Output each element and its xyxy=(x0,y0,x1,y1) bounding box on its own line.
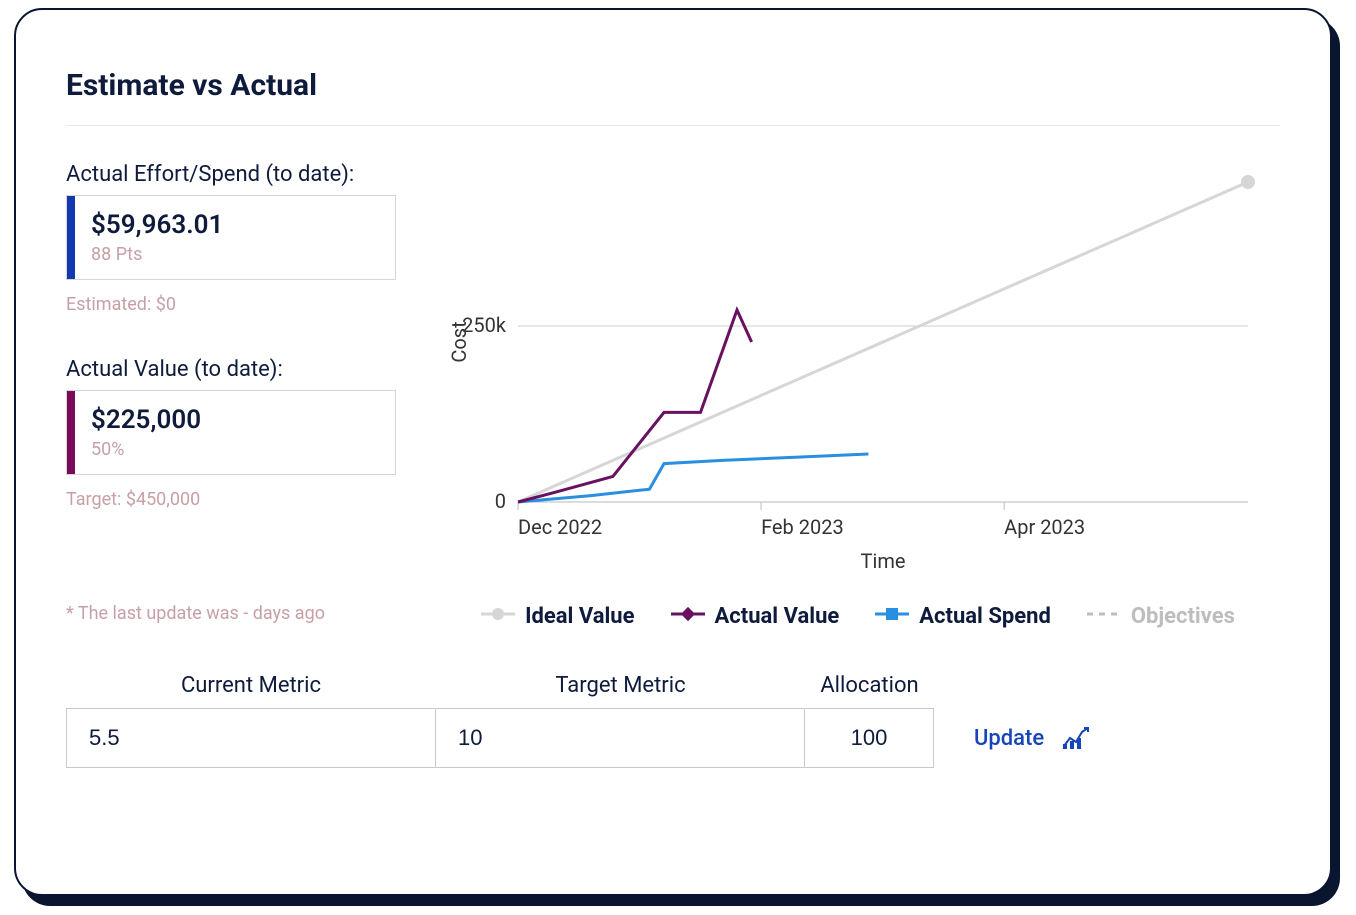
current-metric-label: Current Metric xyxy=(181,673,321,698)
current-metric-input[interactable] xyxy=(66,708,436,768)
update-button[interactable]: Update xyxy=(974,708,1090,768)
inputs-row: Current Metric Target Metric Allocation … xyxy=(66,673,1280,768)
effort-metric-box: $59,963.01 88 Pts xyxy=(66,195,396,280)
update-button-label: Update xyxy=(974,726,1044,751)
last-update-footnote: * The last update was - days ago xyxy=(66,600,396,627)
svg-text:0: 0 xyxy=(495,489,506,513)
legend-item-actual_spend: Actual Spend xyxy=(875,604,1051,629)
legend-item-objectives: Objectives xyxy=(1087,604,1235,629)
divider xyxy=(66,125,1280,126)
legend-label: Ideal Value xyxy=(525,604,634,629)
allocation-field: Allocation xyxy=(805,673,934,768)
value-note: Target: $450,000 xyxy=(66,489,396,510)
legend-swatch xyxy=(875,604,909,629)
allocation-label: Allocation xyxy=(820,673,918,698)
effort-label: Actual Effort/Spend (to date): xyxy=(66,162,396,187)
chart-area: Dec 2022Feb 2023Apr 20230250kCostTime Id… xyxy=(436,162,1280,629)
value-metric-box: $225,000 50% xyxy=(66,390,396,475)
allocation-input[interactable] xyxy=(804,708,934,768)
chart-legend: Ideal Value Actual Value Actual Spend Objec… xyxy=(436,604,1280,629)
effort-note: Estimated: $0 xyxy=(66,294,396,315)
legend-label: Actual Spend xyxy=(919,604,1051,629)
legend-swatch xyxy=(1087,604,1121,629)
effort-subvalue: 88 Pts xyxy=(91,244,375,265)
legend-item-ideal: Ideal Value xyxy=(481,604,634,629)
value-value: $225,000 xyxy=(91,405,375,435)
target-metric-input[interactable] xyxy=(435,708,805,768)
effort-accent-bar xyxy=(67,196,75,279)
page-title: Estimate vs Actual xyxy=(66,68,1280,103)
svg-text:Cost: Cost xyxy=(447,321,471,362)
current-metric-field: Current Metric xyxy=(66,673,436,768)
legend-swatch xyxy=(481,604,515,629)
target-metric-field: Target Metric xyxy=(436,673,805,768)
svg-text:Time: Time xyxy=(861,549,906,573)
legend-item-actual_value: Actual Value xyxy=(671,604,840,629)
chart-icon xyxy=(1062,726,1090,750)
legend-label: Objectives xyxy=(1131,604,1235,629)
dashboard-card: Estimate vs Actual Actual Effort/Spend (… xyxy=(14,8,1332,896)
value-accent-bar xyxy=(67,391,75,474)
value-subvalue: 50% xyxy=(91,439,375,460)
legend-label: Actual Value xyxy=(715,604,840,629)
svg-text:Feb 2023: Feb 2023 xyxy=(761,515,844,539)
target-metric-label: Target Metric xyxy=(555,673,685,698)
top-section: Actual Effort/Spend (to date): $59,963.0… xyxy=(66,162,1280,629)
cost-time-chart: Dec 2022Feb 2023Apr 20230250kCostTime xyxy=(436,162,1280,582)
effort-value: $59,963.01 xyxy=(91,210,375,240)
svg-text:Dec 2022: Dec 2022 xyxy=(518,515,602,539)
metrics-column: Actual Effort/Spend (to date): $59,963.0… xyxy=(66,162,396,629)
legend-swatch xyxy=(671,604,705,629)
svg-text:Apr 2023: Apr 2023 xyxy=(1004,515,1085,539)
value-label: Actual Value (to date): xyxy=(66,357,396,382)
